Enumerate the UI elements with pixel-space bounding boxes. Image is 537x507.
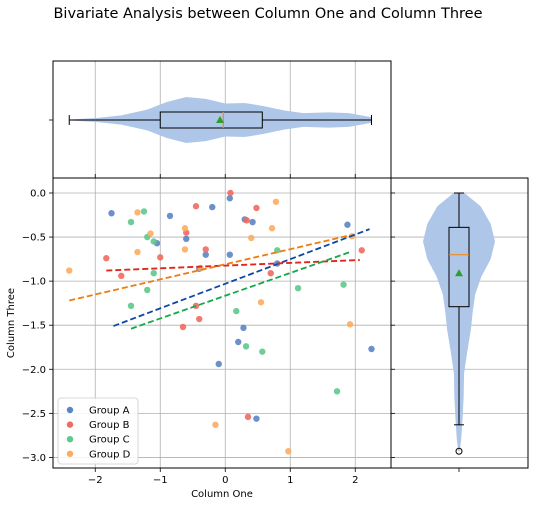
point-group-d: [346, 321, 354, 328]
main-frame: [52, 177, 392, 469]
point-group-a: [215, 360, 222, 368]
x-axis-label: Column One: [191, 489, 253, 500]
x-tick-label: 1: [287, 475, 293, 486]
legend: Group A Group B Group C Group D: [57, 397, 139, 465]
point-group-d: [285, 448, 292, 455]
point-group-d: [134, 248, 141, 256]
point-group-c: [294, 284, 302, 292]
top-marginal-panel: [49, 60, 392, 179]
y-tick-label: −2.5: [22, 409, 46, 420]
y-tick-label: −1.5: [22, 321, 46, 332]
x-tick-label: −2: [88, 475, 103, 486]
y-tick-label: −0.5: [22, 233, 46, 244]
point-group-b: [179, 323, 187, 331]
legend-label: Group A: [89, 406, 130, 417]
legend-marker: [66, 450, 74, 457]
trend-line-group-b: [106, 259, 360, 272]
point-group-d: [181, 246, 189, 253]
y-tick-label: −3.0: [22, 453, 46, 464]
legend-label: Group B: [89, 420, 130, 431]
right-outlier: [455, 447, 463, 455]
point-group-a: [226, 195, 233, 202]
point-group-d: [248, 234, 255, 242]
right-marginal-panel: [390, 177, 529, 472]
point-group-b: [267, 269, 274, 277]
y-tick-label: 0.0: [30, 188, 46, 199]
trend-line-group-a: [113, 228, 370, 327]
x-tick-label: 2: [352, 475, 358, 486]
point-group-a: [344, 221, 351, 228]
point-group-c: [127, 302, 135, 310]
right-mean-marker: [455, 269, 463, 277]
point-group-a: [253, 415, 260, 422]
point-group-b: [192, 203, 200, 210]
point-group-b: [253, 204, 260, 212]
point-group-c: [242, 343, 250, 350]
point-group-d: [147, 230, 154, 237]
top-mean-marker: [216, 116, 225, 123]
point-group-a: [226, 251, 233, 258]
point-group-c: [340, 281, 347, 288]
y-tick-label: −1.0: [22, 277, 46, 288]
point-group-d: [134, 209, 141, 216]
point-group-b: [196, 315, 203, 323]
point-group-d: [66, 267, 73, 274]
point-group-a: [166, 212, 174, 220]
y-axis-label: Column Three: [6, 288, 17, 358]
point-group-d: [268, 225, 276, 232]
right-marginal-box: [448, 192, 470, 455]
point-group-b: [244, 413, 252, 421]
point-group-b: [202, 246, 209, 253]
point-group-a: [209, 203, 216, 211]
point-group-c: [333, 388, 341, 395]
point-group-a: [240, 324, 247, 332]
point-group-c: [233, 307, 240, 315]
point-group-d: [212, 421, 219, 429]
figure-title: Bivariate Analysis between Column One an…: [53, 6, 482, 22]
point-group-c: [144, 286, 151, 294]
point-group-a: [183, 235, 190, 243]
main-scatter-panel: −2 −1 0 1 2 0.0 −0.5 −1.0 −1.5 −2.0 −2.5 −3.0 Colum…: [6, 174, 395, 500]
point-group-d: [181, 225, 189, 232]
x-tick-label: −1: [153, 475, 168, 486]
point-group-a: [235, 338, 242, 346]
legend-label: Group C: [89, 435, 130, 446]
point-group-a: [202, 251, 209, 258]
legend-box: [57, 397, 139, 465]
point-group-b: [118, 272, 125, 280]
top-iqr-box: [159, 111, 263, 129]
main-axis-ticks: −2 −1 0 1 2 0.0 −0.5 −1.0 −1.5 −2.0 −2.5 −3.0: [22, 174, 395, 486]
top-marginal-box: [68, 111, 372, 129]
trend-line-group-c: [130, 251, 351, 330]
point-group-b: [358, 247, 365, 254]
point-group-d: [257, 299, 265, 306]
trend-lines: [69, 228, 370, 330]
point-group-c: [140, 208, 148, 215]
y-tick-label: −2.0: [22, 365, 46, 376]
point-group-b: [103, 255, 110, 262]
legend-label: Group D: [89, 449, 131, 460]
point-group-c: [150, 238, 157, 245]
point-group-c: [127, 218, 135, 226]
point-group-a: [368, 345, 375, 353]
point-group-b: [243, 217, 250, 224]
point-group-b: [227, 189, 234, 197]
legend-marker: [66, 436, 74, 443]
point-group-d: [272, 198, 280, 205]
legend-marker: [66, 421, 74, 428]
right-iqr-box: [448, 226, 470, 308]
x-tick-label: 0: [222, 475, 228, 486]
point-group-c: [259, 348, 266, 355]
legend-marker: [66, 406, 74, 414]
point-group-b: [157, 254, 164, 261]
trend-line-group-d: [69, 234, 351, 302]
point-group-a: [249, 218, 256, 226]
point-group-a: [108, 210, 115, 217]
point-group-c: [150, 269, 157, 277]
